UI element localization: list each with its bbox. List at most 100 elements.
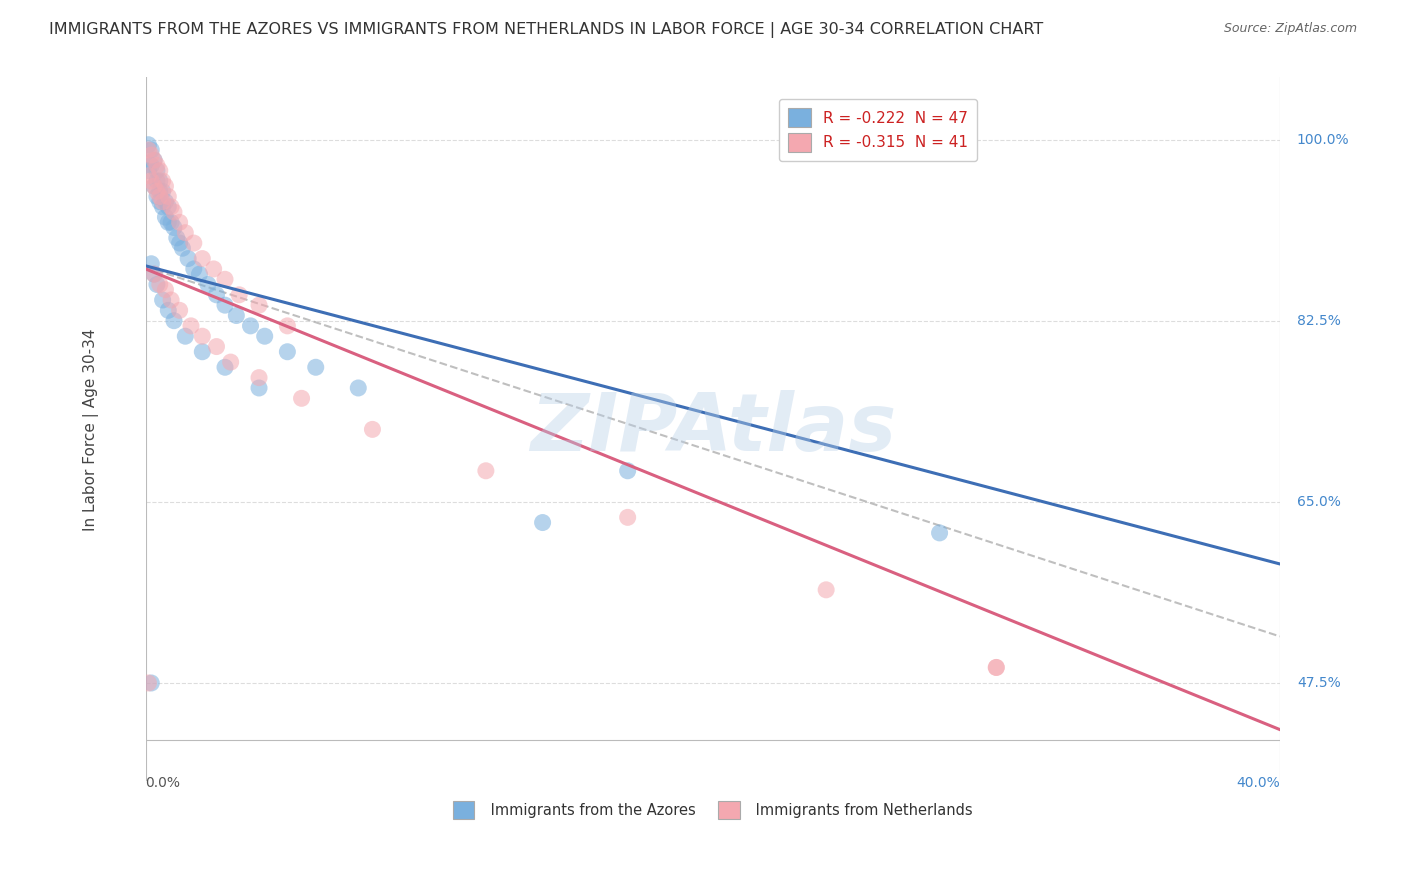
Point <box>361 422 384 436</box>
Point <box>276 344 298 359</box>
Point <box>138 163 160 178</box>
Point <box>188 267 211 281</box>
Point <box>180 318 202 333</box>
Point <box>214 298 236 312</box>
Point <box>138 169 160 183</box>
Point <box>157 189 180 203</box>
Point <box>143 267 166 281</box>
Point <box>228 288 250 302</box>
Point <box>531 516 554 530</box>
Point <box>152 194 174 209</box>
Point <box>149 277 172 292</box>
Point <box>225 309 247 323</box>
Point <box>247 381 270 395</box>
Point <box>169 303 191 318</box>
Point <box>143 267 166 281</box>
Text: 47.5%: 47.5% <box>1296 676 1340 690</box>
Point <box>183 261 205 276</box>
Point <box>160 215 183 229</box>
Text: 65.0%: 65.0% <box>1296 495 1341 508</box>
Point <box>143 153 166 168</box>
Point <box>347 381 370 395</box>
Point <box>141 174 163 188</box>
Point <box>986 660 1008 674</box>
Point <box>475 464 498 478</box>
Point <box>169 235 191 250</box>
Point <box>214 272 236 286</box>
Point <box>174 329 197 343</box>
Point <box>163 220 186 235</box>
Text: ZIPAtlas: ZIPAtlas <box>530 391 896 468</box>
Point <box>163 205 186 219</box>
Point <box>214 360 236 375</box>
Text: 100.0%: 100.0% <box>1296 133 1350 146</box>
Point <box>169 215 191 229</box>
Text: Source: ZipAtlas.com: Source: ZipAtlas.com <box>1223 22 1357 36</box>
Point <box>146 184 169 198</box>
Text: In Labor Force | Age 30-34: In Labor Force | Age 30-34 <box>83 328 100 531</box>
Point <box>155 179 177 194</box>
Point <box>152 184 174 198</box>
Point <box>205 340 228 354</box>
Point <box>141 143 163 157</box>
Point <box>155 210 177 224</box>
Point <box>197 277 219 292</box>
Point <box>157 200 180 214</box>
Point <box>191 344 214 359</box>
Point <box>149 184 172 198</box>
Point <box>146 174 169 188</box>
Point <box>152 200 174 214</box>
Point <box>146 277 169 292</box>
Point <box>141 257 163 271</box>
Point <box>155 194 177 209</box>
Point <box>205 288 228 302</box>
Point <box>166 231 188 245</box>
Legend:  Immigrants from the Azores,  Immigrants from Netherlands: Immigrants from the Azores, Immigrants f… <box>447 796 979 825</box>
Point <box>616 464 638 478</box>
Text: 0.0%: 0.0% <box>146 776 180 790</box>
Point <box>290 392 312 406</box>
Point <box>141 148 163 162</box>
Point <box>141 676 163 690</box>
Point <box>191 329 214 343</box>
Point <box>253 329 276 343</box>
Text: 82.5%: 82.5% <box>1296 314 1341 327</box>
Point <box>149 174 172 188</box>
Point <box>239 318 262 333</box>
Point <box>146 158 169 172</box>
Point <box>152 293 174 307</box>
Point <box>160 293 183 307</box>
Point <box>202 261 225 276</box>
Point <box>183 235 205 250</box>
Point <box>143 179 166 194</box>
Point <box>305 360 328 375</box>
Point <box>149 189 172 203</box>
Point <box>149 163 172 178</box>
Point <box>138 143 160 157</box>
Point <box>146 189 169 203</box>
Point <box>149 194 172 209</box>
Point <box>138 676 160 690</box>
Point <box>160 200 183 214</box>
Text: 40.0%: 40.0% <box>1236 776 1279 790</box>
Point <box>247 298 270 312</box>
Point <box>155 283 177 297</box>
Point <box>177 252 200 266</box>
Point <box>172 241 194 255</box>
Point <box>143 179 166 194</box>
Point <box>986 660 1008 674</box>
Point <box>141 158 163 172</box>
Point <box>191 252 214 266</box>
Point <box>174 226 197 240</box>
Point <box>146 163 169 178</box>
Point <box>157 215 180 229</box>
Point <box>163 314 186 328</box>
Point <box>219 355 242 369</box>
Point <box>157 303 180 318</box>
Point <box>276 318 298 333</box>
Point <box>815 582 838 597</box>
Point <box>152 174 174 188</box>
Point <box>928 525 950 540</box>
Text: IMMIGRANTS FROM THE AZORES VS IMMIGRANTS FROM NETHERLANDS IN LABOR FORCE | AGE 3: IMMIGRANTS FROM THE AZORES VS IMMIGRANTS… <box>49 22 1043 38</box>
Point <box>247 370 270 384</box>
